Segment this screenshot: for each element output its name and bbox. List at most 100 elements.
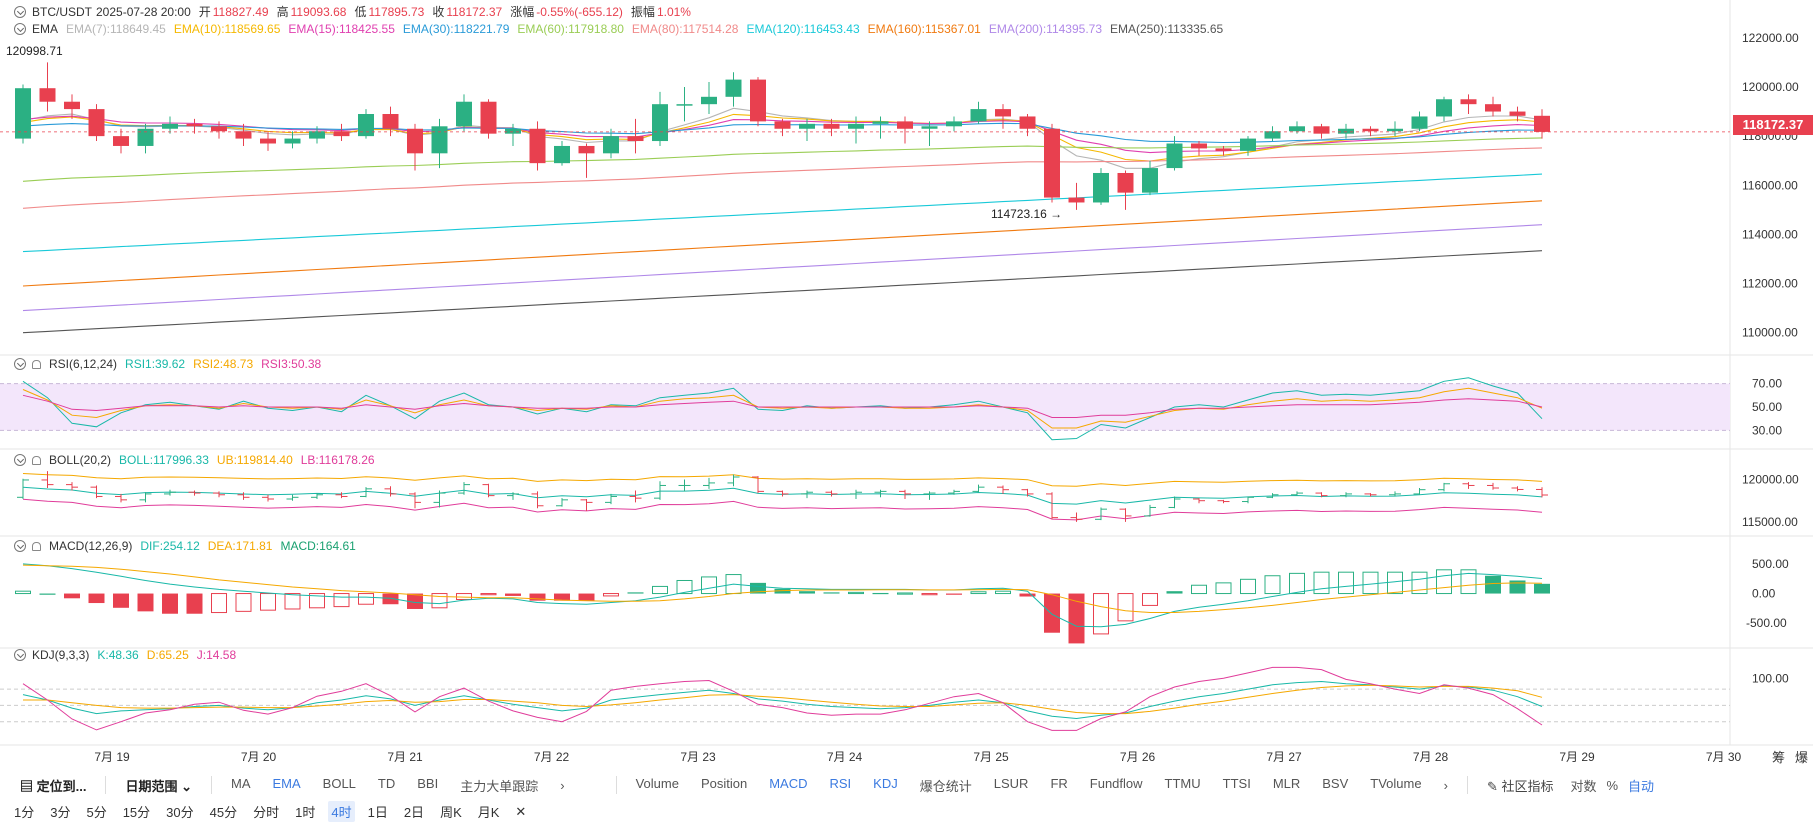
rsi-panel: 70.00 50.00 30.00 xyxy=(0,377,1782,441)
candles xyxy=(0,62,1730,210)
rsi-title: RSI(6,12,24) xyxy=(49,357,118,371)
sub-indicator-button-3[interactable]: RSI xyxy=(829,775,852,791)
community-indicator-button[interactable]: ✎ 社区指标 xyxy=(1486,778,1554,794)
auto-scale-button[interactable]: 自动 xyxy=(1628,778,1655,794)
macd-hist-bar xyxy=(1509,580,1526,594)
candle-body xyxy=(1387,128,1403,132)
collapse-icon[interactable] xyxy=(14,540,26,552)
sub-indicator-button-0[interactable]: Volume xyxy=(635,775,679,791)
candle-body xyxy=(872,121,889,124)
indicator-button-2[interactable]: BOLL xyxy=(322,775,356,791)
timeframe-1[interactable]: 3分 xyxy=(50,805,71,820)
macd-hist-bar xyxy=(137,593,154,612)
percent-button[interactable]: % xyxy=(1606,777,1619,793)
x-tick-label: 7月 29 xyxy=(1559,750,1595,764)
close-icon[interactable]: ✕ xyxy=(515,803,527,819)
low-value: 117895.73 xyxy=(368,5,425,19)
macd-hist-bar xyxy=(1068,593,1085,644)
sub-indicator-button-9[interactable]: TTMU xyxy=(1164,775,1201,791)
macd-hist-bar xyxy=(1313,571,1330,595)
locate-button[interactable]: ▤ 定位到... xyxy=(20,778,87,794)
candle-body xyxy=(627,136,644,142)
log-scale-button[interactable]: 对数 xyxy=(1570,778,1597,794)
bao-button[interactable]: 爆 xyxy=(1795,750,1809,765)
candle-body xyxy=(1142,168,1158,193)
open-value: 118827.49 xyxy=(212,5,269,19)
indicator-button-3[interactable]: TD xyxy=(377,775,396,791)
macd-hist-bar xyxy=(39,593,56,595)
kdj-legend-item: D:65.25 xyxy=(146,648,189,662)
timeframe-9[interactable]: 1日 xyxy=(367,805,388,820)
macd-hist-bar xyxy=(162,593,178,614)
candle-body xyxy=(823,123,840,129)
open-label: 开 xyxy=(198,5,211,19)
sub-indicator-button-5[interactable]: 爆仓统计 xyxy=(919,778,972,794)
rsi-legend-item: RSI3:50.38 xyxy=(261,357,322,371)
candle-body xyxy=(309,131,325,139)
price-tick-label: 116000.00 xyxy=(1742,178,1798,192)
bell-icon[interactable] xyxy=(32,455,41,465)
sub-indicator-button-6[interactable]: LSUR xyxy=(993,775,1029,791)
date-range-button[interactable]: 日期范围 ⌄ xyxy=(125,778,192,794)
sub-indicator-button-13[interactable]: TVolume xyxy=(1370,775,1422,791)
timeframe-6[interactable]: 分时 xyxy=(253,805,280,820)
macd-hist-bar xyxy=(799,591,815,594)
sub-indicator-button-10[interactable]: TTSI xyxy=(1222,775,1251,791)
candle-body xyxy=(1117,172,1134,193)
sub-indicator-button-4[interactable]: KDJ xyxy=(873,775,898,791)
macd-hist-bar xyxy=(921,593,938,596)
timeframe-3[interactable]: 15分 xyxy=(122,805,151,820)
sub-indicator-button-11[interactable]: MLR xyxy=(1272,775,1301,791)
macd-hist-bar xyxy=(578,593,595,601)
chevron-right-icon[interactable]: › xyxy=(1443,777,1448,793)
timeframe-10[interactable]: 2日 xyxy=(403,805,425,820)
timeframe-12[interactable]: 月K xyxy=(477,805,500,820)
indicator-button-1[interactable]: EMA xyxy=(272,775,301,791)
sub-indicator-button-8[interactable]: Fundflow xyxy=(1089,775,1143,791)
timeframe-8[interactable]: 4时 xyxy=(328,801,355,822)
boll-legend-item: LB:116178.26 xyxy=(300,453,375,467)
indicator-button-5[interactable]: 主力大单跟踪 xyxy=(460,778,539,794)
sub-indicator-button-1[interactable]: Position xyxy=(700,775,748,791)
low-annotation: 114723.16 → xyxy=(991,207,1063,221)
collapse-icon[interactable] xyxy=(14,454,26,466)
candle-body xyxy=(431,126,448,154)
collapse-icon[interactable] xyxy=(14,6,26,18)
candle-body xyxy=(1019,116,1036,129)
macd-hist-bar xyxy=(848,591,864,595)
macd-hist-bar xyxy=(1117,593,1134,622)
bell-icon[interactable] xyxy=(32,359,41,369)
macd-hist-bar xyxy=(382,593,399,605)
chou-button[interactable]: 筹 xyxy=(1772,750,1786,765)
rsi-legend-item: RSI1:39.62 xyxy=(125,357,186,371)
macd-hist-bar xyxy=(1215,582,1232,595)
macd-legend-item: DEA:171.81 xyxy=(207,539,273,553)
timeframe-2[interactable]: 5分 xyxy=(86,805,107,820)
header-info: BTC/USDT 2025-07-28 20:00 开 118827.49 高 11… xyxy=(14,4,699,20)
timeframe-7[interactable]: 1时 xyxy=(295,805,316,820)
indicator-button-4[interactable]: BBI xyxy=(417,775,439,791)
collapse-icon[interactable] xyxy=(14,358,26,370)
amp-value: 1.01% xyxy=(656,5,691,19)
macd-hist-bar xyxy=(358,593,374,605)
timeframe-5[interactable]: 45分 xyxy=(209,805,238,820)
timeframe-0[interactable]: 1分 xyxy=(14,805,35,820)
indicator-button-0[interactable]: MA xyxy=(231,775,251,791)
collapse-icon[interactable] xyxy=(14,649,26,661)
chart-canvas[interactable]: 70.00 50.00 30.00 120000.00 115000.00 500.0… xyxy=(0,0,1813,770)
price-tick-label: 122000.00 xyxy=(1742,31,1799,45)
sub-indicator-button-12[interactable]: BSV xyxy=(1322,775,1349,791)
macd-tick-label: 500.00 xyxy=(1752,557,1789,571)
timeframe-11[interactable]: 周K xyxy=(440,805,462,820)
sub-indicator-button-7[interactable]: FR xyxy=(1050,775,1068,791)
collapse-icon[interactable] xyxy=(14,23,26,35)
x-tick-label: 7月 24 xyxy=(827,750,863,764)
bell-icon[interactable] xyxy=(32,541,41,551)
macd-dif-line xyxy=(22,563,1543,628)
macd-hist-bar xyxy=(186,593,203,614)
macd-hist-bar xyxy=(15,590,31,595)
timeframe-4[interactable]: 30分 xyxy=(166,805,194,820)
chevron-right-icon[interactable]: › xyxy=(560,777,565,793)
sub-indicator-button-2[interactable]: MACD xyxy=(769,775,808,791)
macd-hist-bar xyxy=(211,593,227,614)
